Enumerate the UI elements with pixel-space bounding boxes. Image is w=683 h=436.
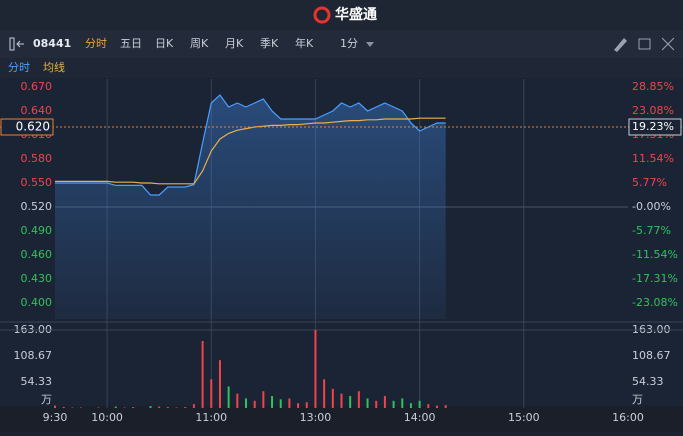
volume-bar — [132, 407, 134, 408]
volume-bar — [358, 391, 360, 408]
y2-tick-label: 11.54% — [632, 152, 674, 165]
y-tick-label: 0.430 — [21, 272, 53, 285]
y2-tick-label: -23.08% — [632, 296, 678, 309]
legend-entry[interactable]: 均线 — [43, 60, 65, 74]
y-tick-label: 0.400 — [21, 296, 53, 309]
y2-tick-label: -11.54% — [632, 248, 678, 261]
volume-bar — [115, 407, 117, 408]
volume-bar — [288, 398, 290, 408]
volume-bar — [63, 407, 65, 408]
y2-tick-label: -0.00% — [632, 200, 671, 213]
volume-bar — [436, 406, 438, 408]
volume-bar — [410, 403, 412, 408]
x-tick-label: 10:00 — [91, 411, 123, 424]
stock-code: 08441 — [33, 37, 71, 50]
period-tab[interactable]: 年K — [295, 36, 314, 50]
y-tick-label: 0.550 — [21, 176, 53, 189]
volume-bar — [427, 404, 429, 408]
y2-tick-label: 万 — [632, 393, 643, 406]
y-tick-label: 0.640 — [21, 104, 53, 117]
volume-bar — [401, 398, 403, 408]
period-tab[interactable]: 日K — [155, 37, 174, 50]
volume-bar — [306, 402, 308, 408]
y-tick-label: 0.670 — [21, 80, 53, 93]
period-tab[interactable]: 月K — [225, 37, 244, 50]
period-tab[interactable]: 周K — [190, 37, 209, 50]
legend-bar — [0, 58, 683, 78]
x-tick-label: 15:00 — [508, 411, 540, 424]
volume-bar — [54, 406, 56, 408]
y2-tick-label: 23.08% — [632, 104, 674, 117]
volume-bar — [332, 389, 334, 408]
volume-bar — [445, 405, 447, 408]
last-change-label: 19.23% — [632, 120, 674, 133]
period-tab[interactable]: 季K — [260, 37, 279, 50]
volume-bar — [393, 401, 395, 408]
volume-bar — [271, 396, 273, 408]
volume-bar — [314, 330, 316, 408]
volume-bar — [341, 394, 343, 408]
y2-tick-label: 54.33 — [632, 375, 664, 388]
y2-tick-label: -17.31% — [632, 272, 678, 285]
volume-bar — [184, 407, 186, 408]
volume-bar — [280, 399, 282, 408]
y2-tick-label: 108.67 — [632, 349, 671, 362]
volume-bar — [245, 398, 247, 408]
volume-bar — [219, 360, 221, 408]
y-tick-label: 108.67 — [14, 349, 53, 362]
volume-bar — [210, 379, 212, 408]
interval-select[interactable]: 1分 — [340, 37, 358, 50]
x-tick-label: 16:00 — [612, 411, 644, 424]
volume-bar — [236, 394, 238, 408]
volume-bar — [323, 379, 325, 408]
volume-bar — [262, 391, 264, 408]
volume-bar — [419, 401, 421, 408]
volume-bar — [375, 401, 377, 408]
y-tick-label: 0.490 — [21, 224, 53, 237]
volume-bar — [193, 404, 195, 408]
y-tick-label: 0.460 — [21, 248, 53, 261]
y2-tick-label: 28.85% — [632, 80, 674, 93]
legend-entry[interactable]: 分时 — [8, 61, 30, 74]
y-tick-label: 54.33 — [21, 375, 53, 388]
y2-tick-label: 5.77% — [632, 176, 667, 189]
volume-bar — [228, 386, 230, 408]
volume-bar — [349, 396, 351, 408]
x-tick-label: 11:00 — [195, 411, 227, 424]
x-tick-label: 14:00 — [404, 411, 436, 424]
period-tab[interactable]: 分时 — [85, 37, 107, 50]
y-tick-label: 0.520 — [21, 200, 53, 213]
x-tick-label: 9:30 — [43, 411, 68, 424]
volume-bar — [202, 341, 204, 408]
period-tab[interactable]: 五日 — [120, 37, 142, 50]
y2-tick-label: -5.77% — [632, 224, 671, 237]
volume-bar — [384, 396, 386, 408]
volume-bar — [297, 403, 299, 408]
brand: 华盛通 — [335, 6, 377, 23]
volume-bar — [367, 398, 369, 408]
y-tick-label: 万 — [41, 393, 52, 406]
x-tick-label: 13:00 — [300, 411, 332, 424]
volume-bar — [158, 407, 160, 408]
volume-bar — [167, 407, 169, 408]
y-tick-label: 0.580 — [21, 152, 53, 165]
last-price-label: 0.620 — [16, 120, 50, 134]
volume-bar — [254, 401, 256, 408]
volume-bar — [150, 406, 152, 408]
